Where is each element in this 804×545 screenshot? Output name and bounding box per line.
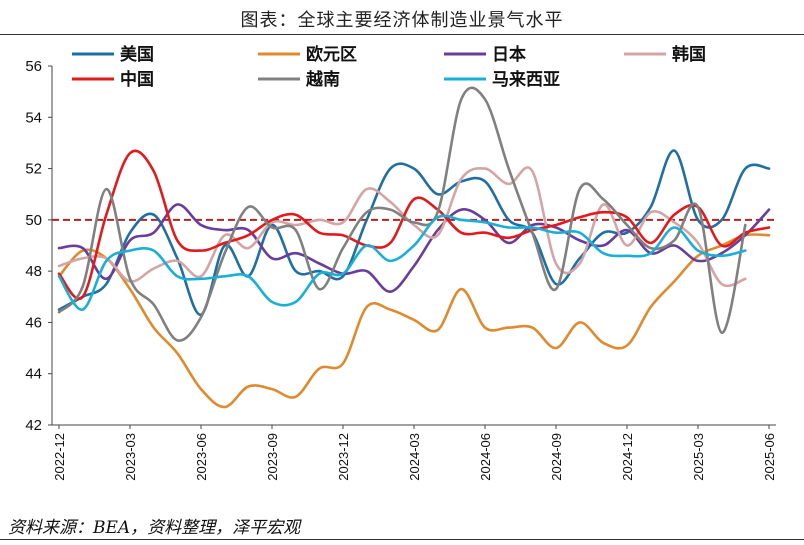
y-tick-label: 48 — [25, 263, 42, 280]
y-tick-label: 52 — [25, 161, 42, 178]
x-tick-label: 2024-12 — [620, 433, 635, 481]
legend-label-1: 欧元区 — [306, 44, 357, 65]
series-line-6 — [57, 214, 747, 311]
x-tick-label: 2025-06 — [762, 433, 777, 481]
y-tick-label: 56 — [25, 58, 42, 75]
bottom-divider — [0, 539, 804, 540]
legend-label-6: 马来西亚 — [492, 69, 560, 90]
x-tick-label: 2023-12 — [336, 433, 351, 481]
y-tick-label: 42 — [25, 417, 42, 434]
x-tick-label: 2024-03 — [407, 433, 422, 481]
legend-label-5: 越南 — [305, 69, 340, 90]
legend-label-3: 韩国 — [672, 44, 706, 65]
x-tick-label: 2024-09 — [549, 433, 564, 481]
x-tick-label: 2023-06 — [194, 433, 209, 481]
title-divider — [0, 34, 804, 35]
y-tick-label: 46 — [25, 314, 42, 331]
x-tick-label: 2025-03 — [691, 433, 706, 481]
source-note: 资料来源：BEA，资料整理，泽平宏观 — [8, 518, 301, 538]
y-tick-label: 54 — [25, 109, 42, 126]
legend-label-2: 日本 — [492, 44, 526, 65]
y-tick-label: 50 — [25, 212, 42, 229]
legend-label-4: 中国 — [120, 69, 154, 90]
x-tick-label: 2022-12 — [52, 433, 67, 481]
x-tick-label: 2023-09 — [265, 433, 280, 481]
series-lines — [57, 86, 771, 409]
chart-title: 图表：全球主要经济体制造业景气水平 — [240, 10, 564, 31]
series-line-5 — [57, 86, 747, 342]
legend-label-0: 美国 — [120, 44, 154, 65]
y-tick-label: 44 — [25, 366, 42, 383]
series-line-0 — [57, 149, 771, 316]
series-line-1 — [57, 233, 771, 409]
x-tick-label: 2023-03 — [123, 433, 138, 481]
chart-axes: 42 44 46 48 50 52 54 56 2022-12 2023-03 2023-06 202… — [25, 58, 777, 481]
series-line-4 — [57, 149, 771, 301]
x-tick-label: 2024-06 — [478, 433, 493, 481]
